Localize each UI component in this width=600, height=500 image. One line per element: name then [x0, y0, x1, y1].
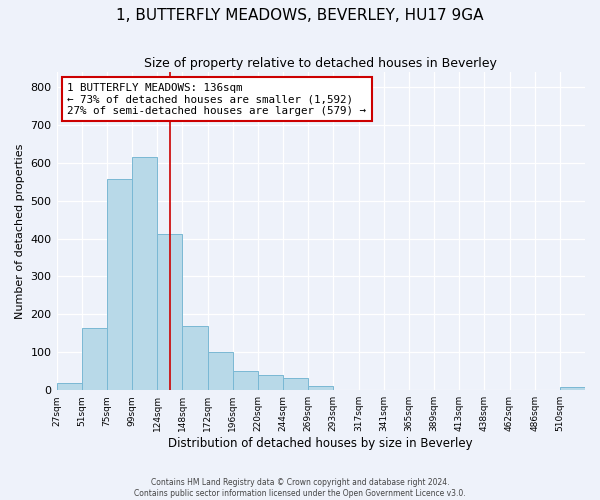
Bar	[308, 386, 334, 390]
Bar	[82, 328, 107, 390]
Bar	[258, 375, 283, 390]
Text: 1 BUTTERFLY MEADOWS: 136sqm
← 73% of detached houses are smaller (1,592)
27% of : 1 BUTTERFLY MEADOWS: 136sqm ← 73% of det…	[67, 83, 366, 116]
Bar	[233, 371, 258, 390]
Bar	[107, 178, 132, 390]
X-axis label: Distribution of detached houses by size in Beverley: Distribution of detached houses by size …	[169, 437, 473, 450]
Bar	[182, 326, 208, 390]
Bar	[132, 157, 157, 390]
Bar	[283, 378, 308, 390]
Text: 1, BUTTERFLY MEADOWS, BEVERLEY, HU17 9GA: 1, BUTTERFLY MEADOWS, BEVERLEY, HU17 9GA	[116, 8, 484, 22]
Text: Contains HM Land Registry data © Crown copyright and database right 2024.
Contai: Contains HM Land Registry data © Crown c…	[134, 478, 466, 498]
Title: Size of property relative to detached houses in Beverley: Size of property relative to detached ho…	[145, 58, 497, 70]
Bar	[157, 234, 182, 390]
Bar	[208, 352, 233, 390]
Bar	[560, 387, 585, 390]
Y-axis label: Number of detached properties: Number of detached properties	[15, 143, 25, 318]
Bar	[56, 382, 82, 390]
